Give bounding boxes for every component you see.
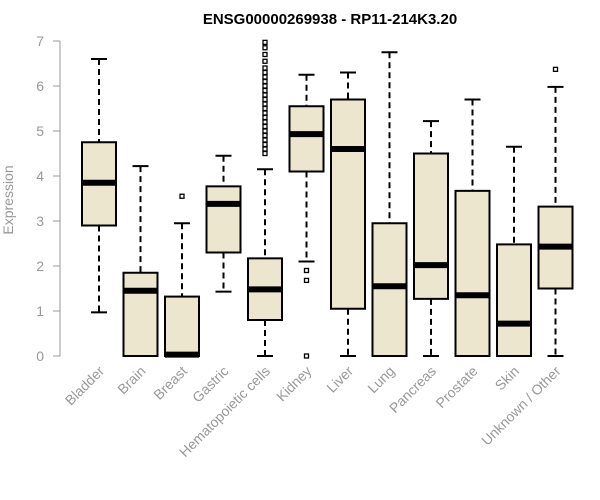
outlier-point xyxy=(262,87,268,94)
outlier-point xyxy=(262,137,268,143)
box-group-liver xyxy=(330,71,366,357)
boxes xyxy=(81,39,574,359)
box-group-breast xyxy=(164,193,200,358)
outlier-point xyxy=(262,128,268,134)
box-group-brain xyxy=(122,165,159,357)
outlier-point xyxy=(262,132,268,139)
iqr-box xyxy=(454,189,491,357)
outlier-point xyxy=(303,353,310,359)
box-group-hematopoietic-cells xyxy=(247,39,283,357)
x-tick-label: Skin xyxy=(492,363,523,394)
iqr-box xyxy=(371,222,408,357)
y-tick-label: 0 xyxy=(36,348,44,364)
outlier-point xyxy=(262,150,268,157)
y-tick-label: 6 xyxy=(36,78,44,94)
box-group-skin xyxy=(496,145,532,357)
outlier-point xyxy=(262,58,268,64)
outlier-point xyxy=(303,267,310,274)
axes: 0 1 2 3 4 5 6 7 xyxy=(36,33,61,364)
outlier-point xyxy=(262,146,268,152)
y-axis-label: Expression xyxy=(0,165,16,234)
outlier-point xyxy=(262,74,268,80)
y-tick-label: 7 xyxy=(36,33,44,49)
outlier-point xyxy=(262,92,268,98)
outlier-point xyxy=(262,96,268,103)
outlier-point xyxy=(262,83,268,89)
box-group-lung xyxy=(371,51,408,357)
y-tick-label: 1 xyxy=(36,303,44,319)
x-tick-label: Bladder xyxy=(62,363,108,409)
outlier-point xyxy=(303,277,310,284)
iqr-box xyxy=(330,98,366,310)
outlier-point xyxy=(262,101,268,107)
x-tick-label: Lung xyxy=(364,363,397,396)
iqr-box xyxy=(205,185,242,254)
outlier-point xyxy=(262,39,268,45)
outlier-point xyxy=(262,69,268,76)
box-group-bladder xyxy=(81,58,117,314)
outlier-point xyxy=(262,105,268,112)
outlier-point xyxy=(262,119,268,125)
box-group-unknown-other xyxy=(537,66,574,357)
box-group-pancreas xyxy=(413,120,449,357)
x-tick-label: Kidney xyxy=(273,363,315,405)
outlier-point xyxy=(262,45,268,51)
outlier-point xyxy=(552,66,559,72)
y-tick-label: 4 xyxy=(36,168,44,184)
outlier-point xyxy=(262,78,268,85)
outlier-point xyxy=(262,51,268,58)
outlier-point xyxy=(262,110,268,116)
box-group-prostate xyxy=(454,98,491,357)
x-tick-label: Liver xyxy=(323,363,356,396)
outlier-point xyxy=(262,141,268,148)
x-tick-label: Unknown / Other xyxy=(478,363,564,449)
iqr-box xyxy=(164,295,200,358)
box-group-gastric xyxy=(205,154,242,293)
x-tick-label: Breast xyxy=(150,363,190,403)
y-tick-label: 5 xyxy=(36,123,44,139)
outlier-point xyxy=(262,65,268,71)
x-tick-label: Prostate xyxy=(432,363,480,411)
outlier-point xyxy=(262,123,268,130)
iqr-box xyxy=(288,105,325,173)
chart-title: ENSG00000269938 - RP11-214K3.20 xyxy=(203,11,457,28)
outlier-point xyxy=(262,114,268,121)
x-tick-label: Brain xyxy=(114,363,148,397)
iqr-box xyxy=(122,271,159,357)
y-tick-label: 2 xyxy=(36,258,44,274)
outlier-point xyxy=(179,193,185,199)
iqr-box xyxy=(413,152,449,300)
y-tick-label: 3 xyxy=(36,213,44,229)
iqr-box xyxy=(496,243,532,357)
box-group-kidney xyxy=(288,73,325,359)
